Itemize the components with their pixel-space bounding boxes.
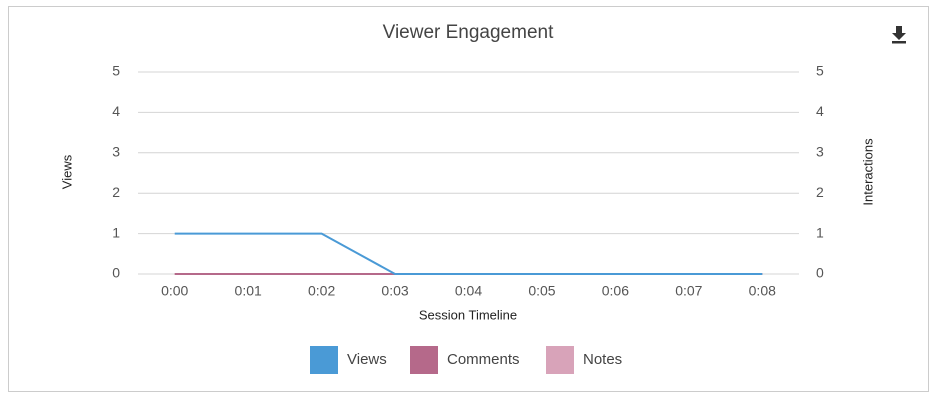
x-tick-label: 0:07 (675, 283, 702, 299)
x-tick-label: 0:08 (749, 283, 776, 299)
x-tick-label: 0:06 (602, 283, 629, 299)
y-tick-label: 4 (112, 103, 120, 119)
x-tick-label: 0:05 (528, 283, 555, 299)
y2-tick-label: 3 (816, 144, 824, 160)
chart-frame (8, 6, 929, 392)
legend-swatch (410, 346, 438, 374)
x-axis-title: Session Timeline (419, 307, 517, 322)
y-tick-label: 2 (112, 184, 120, 200)
y2-tick-label: 4 (816, 103, 824, 119)
y2-axis-title: Interactions (860, 138, 875, 206)
legend-label: Views (347, 351, 387, 368)
x-tick-label: 0:01 (235, 283, 262, 299)
legend-label: Comments (447, 351, 520, 368)
x-tick-label: 0:03 (381, 283, 408, 299)
y-tick-label: 3 (112, 144, 120, 160)
legend-swatch (546, 346, 574, 374)
y-tick-label: 1 (112, 224, 120, 240)
download-button[interactable] (890, 25, 908, 45)
y-tick-label: 0 (112, 265, 120, 281)
y-axis-title: Views (59, 154, 74, 189)
series-line (174, 232, 763, 275)
legend-label: Notes (583, 351, 622, 368)
y2-tick-label: 2 (816, 184, 824, 200)
download-icon-base[interactable] (892, 41, 906, 44)
x-tick-label: 0:02 (308, 283, 335, 299)
y2-tick-label: 0 (816, 265, 824, 281)
y2-tick-label: 1 (816, 224, 824, 240)
x-tick-label: 0:04 (455, 283, 482, 299)
chart-title: Viewer Engagement (383, 22, 554, 43)
legend-swatch (310, 346, 338, 374)
y2-tick-label: 5 (816, 63, 824, 79)
x-tick-label: 0:00 (161, 283, 188, 299)
y-tick-label: 5 (112, 63, 120, 79)
download-icon[interactable] (892, 26, 906, 40)
